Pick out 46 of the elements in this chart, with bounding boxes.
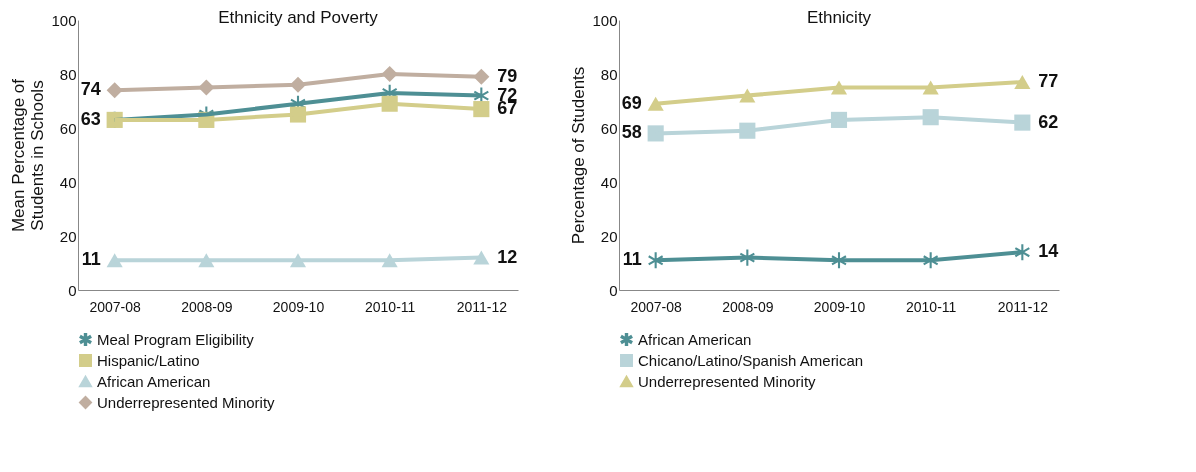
legend-label: Hispanic/Latino: [97, 351, 200, 369]
legend-label: Chicano/Latino/Spanish American: [638, 351, 864, 369]
x-tick-label: 2007-08: [89, 298, 142, 315]
y-tick-label: 60: [59, 119, 77, 137]
y-tick-label: 20: [59, 227, 77, 245]
chart-title: Ethnicity and Poverty: [218, 8, 379, 27]
x-tick-label: 2010-11: [905, 298, 957, 315]
y-tick-label: 20: [600, 227, 618, 245]
data-label: 62: [1038, 111, 1059, 132]
x-tick-label: 2008-09: [181, 298, 233, 315]
data-label: 74: [80, 79, 101, 100]
x-tick-label: 2011-12: [456, 298, 508, 315]
data-label: 11: [622, 249, 642, 270]
y-tick-label: 60: [600, 119, 618, 137]
y-axis-title: Mean Percentage of Students in Schools: [9, 78, 48, 233]
y-tick-label: 0: [68, 281, 77, 299]
legend-label: Underrepresented Minority: [638, 372, 817, 390]
y-tick-label: 40: [600, 173, 618, 191]
y-tick-label: 100: [592, 11, 618, 29]
x-tick-label: 2008-09: [722, 298, 774, 315]
y-tick-label: 80: [600, 65, 618, 83]
x-tick-label: 2007-08: [630, 298, 683, 315]
point: [473, 250, 490, 265]
x-tick-label: 2011-12: [997, 298, 1049, 315]
y-tick-label: 0: [609, 281, 618, 299]
y-axis-title: Percentage of Students: [569, 66, 589, 245]
y-tick-label: 100: [51, 11, 77, 29]
data-label: 77: [1038, 71, 1059, 92]
legend-label: African American: [97, 372, 211, 390]
point: [647, 96, 664, 111]
data-label: 12: [497, 246, 518, 267]
data-label: 11: [81, 249, 101, 270]
data-label: 63: [80, 108, 101, 129]
y-tick-label: 80: [59, 65, 77, 83]
data-label: 58: [621, 122, 642, 143]
data-label: 79: [497, 65, 518, 86]
legend-label: Meal Program Eligibility: [97, 330, 255, 348]
x-tick-label: 2009-10: [813, 298, 866, 315]
legend-label: African American: [638, 330, 752, 348]
data-label: 69: [621, 92, 642, 113]
x-tick-label: 2009-10: [272, 298, 325, 315]
legend-label: Underrepresented Minority: [97, 393, 276, 411]
x-tick-label: 2010-11: [364, 298, 416, 315]
chart-title: Ethnicity: [806, 8, 872, 27]
data-label: 14: [1038, 241, 1059, 262]
y-tick-label: 40: [59, 173, 77, 191]
